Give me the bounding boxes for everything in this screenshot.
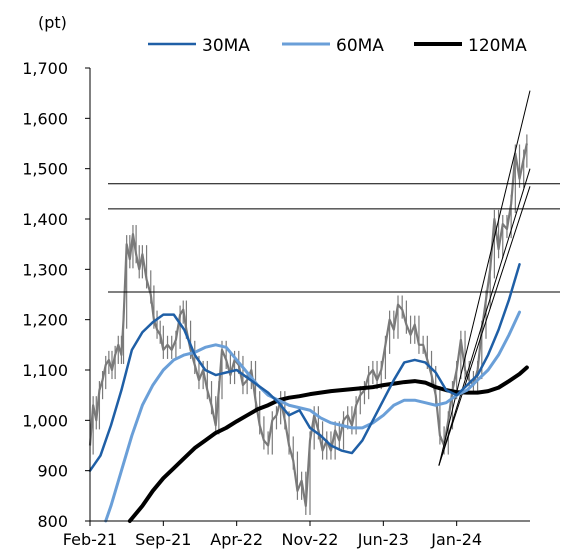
y-tick-label: 1,100 bbox=[22, 361, 68, 380]
trendline-layer bbox=[438, 90, 531, 466]
y-tick-label: 800 bbox=[37, 512, 68, 531]
x-tick-label: Apr-22 bbox=[210, 530, 263, 549]
legend-label: 60MA bbox=[336, 36, 384, 56]
y-tick-label: 1,300 bbox=[22, 260, 68, 279]
legend: 30MA 60MA 120MA bbox=[148, 36, 527, 56]
chart-content bbox=[88, 90, 560, 523]
x-tick-label: Sep-21 bbox=[135, 530, 191, 549]
ma-layer bbox=[88, 263, 529, 523]
y-tick-label: 1,000 bbox=[22, 411, 68, 430]
ma60-line bbox=[104, 310, 522, 523]
x-tick-label: Feb-21 bbox=[63, 530, 117, 549]
ma30-line bbox=[88, 263, 521, 472]
trend-line bbox=[438, 186, 531, 466]
trend-line bbox=[438, 90, 531, 466]
y-tick-label: 1,500 bbox=[22, 160, 68, 179]
x-tick-label: Jan-24 bbox=[430, 530, 482, 549]
price-layer bbox=[88, 134, 528, 515]
y-tick-label: 1,200 bbox=[22, 311, 68, 330]
y-tick-label: 1,400 bbox=[22, 210, 68, 229]
x-tick-label: Nov-22 bbox=[282, 530, 339, 549]
hline-layer bbox=[108, 183, 560, 293]
price-line bbox=[88, 143, 528, 507]
legend-label: 30MA bbox=[202, 36, 250, 56]
legend-label: 120MA bbox=[468, 36, 527, 56]
x-ticks: Feb-21 Sep-21 Apr-22 Nov-22 Jun-23 Jan-24 bbox=[63, 521, 482, 549]
y-tick-label: 1,600 bbox=[22, 109, 68, 128]
y-tick-label: 1,700 bbox=[22, 59, 68, 78]
trend-line bbox=[438, 168, 531, 466]
axes: 800 900 1,000 1,100 1,200 1,300 1,400 1,500 1,60… bbox=[22, 59, 530, 549]
x-tick-label: Jun-23 bbox=[357, 530, 409, 549]
y-tick-label: 900 bbox=[37, 462, 68, 481]
y-ticks: 800 900 1,000 1,100 1,200 1,300 1,400 1,500 1,60… bbox=[22, 59, 90, 531]
unit-label: (pt) bbox=[38, 13, 67, 32]
